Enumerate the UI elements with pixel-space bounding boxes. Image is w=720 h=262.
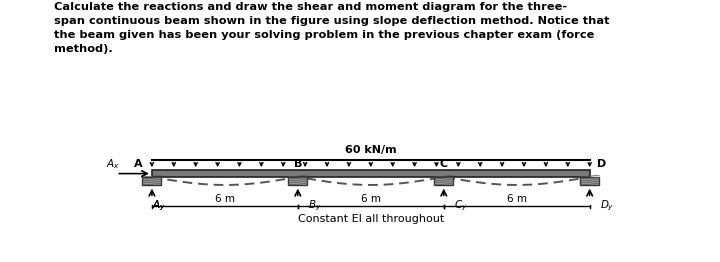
Bar <box>143 177 161 185</box>
Bar <box>288 177 307 185</box>
Text: $A_y$: $A_y$ <box>152 199 166 213</box>
Text: Constant EI all throughout: Constant EI all throughout <box>297 214 444 223</box>
Text: $A_x$: $A_x$ <box>106 158 120 171</box>
Bar <box>434 177 454 185</box>
Text: 60 kN/m: 60 kN/m <box>345 145 397 155</box>
Text: $C_y$: $C_y$ <box>454 199 467 213</box>
Bar <box>580 177 599 185</box>
Bar <box>152 170 590 177</box>
Text: B: B <box>294 159 302 169</box>
Text: 6 m: 6 m <box>361 194 381 204</box>
Text: 6 m: 6 m <box>507 194 527 204</box>
Text: $B_y$: $B_y$ <box>307 199 321 213</box>
Text: A: A <box>134 159 143 169</box>
Text: 6 m: 6 m <box>215 194 235 204</box>
Text: Calculate the reactions and draw the shear and moment diagram for the three-
spa: Calculate the reactions and draw the she… <box>54 2 610 54</box>
Text: C: C <box>440 159 448 169</box>
Text: $D_y$: $D_y$ <box>600 199 614 213</box>
Text: $A_y$: $A_y$ <box>152 199 166 213</box>
Text: D: D <box>597 159 606 169</box>
